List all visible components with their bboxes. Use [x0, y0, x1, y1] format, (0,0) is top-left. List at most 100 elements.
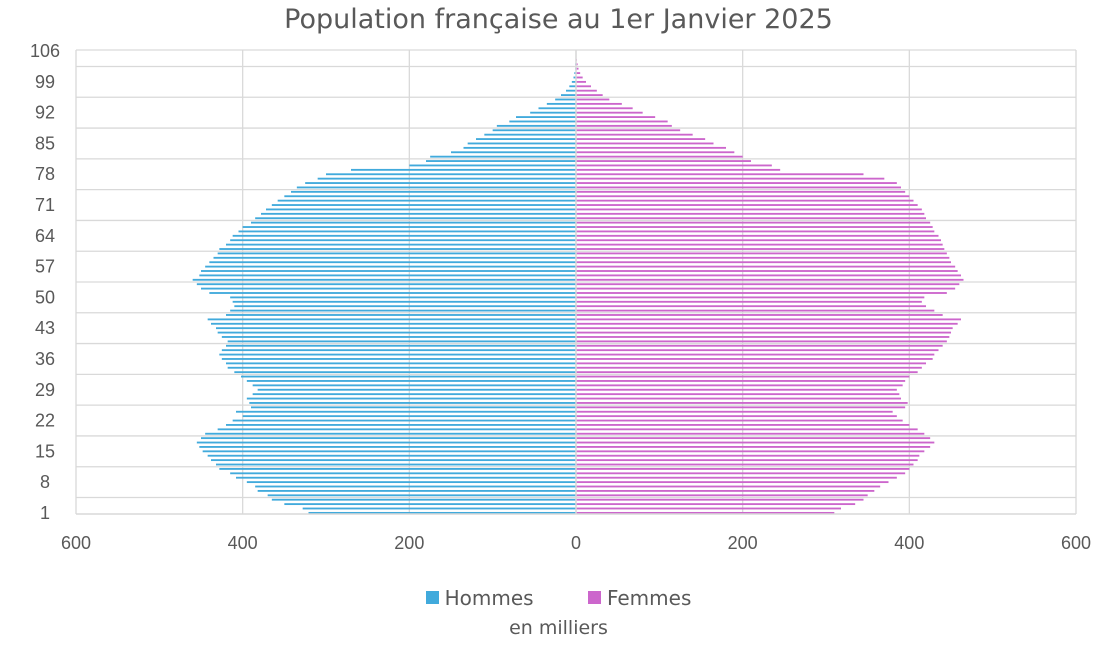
- bar-femmes-age-20: [576, 428, 918, 431]
- x-tick-label-4: 200: [728, 533, 758, 553]
- bar-hommes-age-92: [530, 111, 576, 114]
- bar-femmes-age-71: [576, 204, 918, 206]
- bar-femmes-age-9: [576, 476, 897, 479]
- bar-hommes-age-95: [555, 98, 576, 101]
- bar-hommes-age-80: [409, 164, 576, 167]
- bar-femmes-age-13: [576, 459, 918, 462]
- bar-femmes-age-98: [576, 85, 591, 88]
- bar-femmes-age-96: [576, 94, 603, 97]
- bar-femmes-age-61: [576, 248, 945, 250]
- y-tick-label-71: 71: [35, 195, 55, 215]
- bar-femmes-age-65: [576, 230, 935, 233]
- bar-femmes-age-87: [576, 133, 693, 136]
- bar-hommes-age-42: [217, 331, 576, 334]
- bar-hommes-age-13: [211, 459, 576, 462]
- bar-femmes-age-41: [576, 336, 950, 338]
- legend: Hommes Femmes: [0, 586, 1117, 610]
- bar-femmes-age-27: [576, 397, 901, 400]
- bar-hommes-age-14: [207, 454, 576, 457]
- y-tick-label-1: 1: [40, 503, 50, 523]
- bar-femmes-age-86: [576, 138, 706, 140]
- y-tick-label-43: 43: [35, 318, 55, 338]
- bar-femmes-age-18: [576, 437, 931, 440]
- bar-hommes-age-56: [201, 270, 576, 272]
- bar-femmes-age-57: [576, 265, 956, 268]
- bar-femmes-age-5: [576, 494, 868, 497]
- legend-item-femmes: Femmes: [587, 586, 691, 610]
- bar-femmes-age-91: [576, 116, 656, 118]
- axes: [76, 50, 1076, 515]
- bar-femmes-age-79: [576, 168, 781, 171]
- bar-hommes-age-90: [509, 120, 576, 123]
- bar-hommes-age-5: [267, 494, 576, 497]
- legend-label-hommes: Hommes: [444, 586, 534, 610]
- bar-femmes-age-89: [576, 124, 672, 127]
- bar-femmes-age-28: [576, 393, 900, 396]
- bar-femmes-age-4: [576, 498, 864, 501]
- bar-femmes-age-52: [576, 287, 956, 290]
- bar-femmes-age-93: [576, 107, 633, 110]
- y-tick-label-92: 92: [35, 103, 55, 123]
- bar-hommes-age-50: [230, 296, 576, 299]
- bar-femmes-age-72: [576, 199, 914, 202]
- bar-hommes-age-25: [251, 406, 576, 409]
- bar-femmes-age-45: [576, 318, 961, 321]
- bar-hommes-age-45: [207, 318, 576, 321]
- bar-femmes-age-44: [576, 322, 958, 325]
- bar-femmes-age-69: [576, 212, 925, 215]
- bar-hommes-age-43: [216, 327, 576, 330]
- bar-femmes-age-38: [576, 349, 939, 352]
- bar-hommes-age-79: [351, 168, 576, 171]
- x-tick-labels: 600 400 200 0 200 400 600: [61, 533, 1091, 553]
- bar-hommes-age-57: [205, 265, 576, 268]
- bar-femmes-age-23: [576, 415, 897, 418]
- bar-hommes-age-82: [430, 155, 576, 158]
- y-tick-label-8: 8: [40, 472, 50, 492]
- bar-femmes-age-47: [576, 309, 935, 312]
- bar-hommes-age-83: [451, 151, 576, 154]
- bar-hommes-age-97: [566, 89, 576, 92]
- bar-femmes-age-64: [576, 234, 939, 237]
- bar-femmes-age-21: [576, 424, 910, 426]
- bar-hommes-age-10: [230, 472, 576, 475]
- y-tick-label-22: 22: [35, 411, 55, 431]
- bar-femmes-age-85: [576, 142, 714, 145]
- x-axis-unit-label: en milliers: [509, 617, 608, 639]
- bar-femmes-age-92: [576, 111, 643, 114]
- bar-hommes-age-16: [199, 446, 577, 448]
- bar-hommes-age-39: [226, 344, 576, 347]
- bar-hommes-age-60: [217, 252, 576, 255]
- bar-hommes-age-29: [257, 388, 576, 391]
- bar-femmes-age-10: [576, 472, 906, 475]
- bar-hommes-age-21: [226, 424, 576, 426]
- bar-femmes-age-48: [576, 305, 926, 308]
- bar-hommes-age-27: [246, 397, 577, 400]
- x-tick-label-0: 600: [61, 533, 91, 553]
- bar-femmes-age-40: [576, 340, 947, 343]
- x-tick-label-1: 400: [228, 533, 258, 553]
- bar-femmes-age-12: [576, 463, 914, 466]
- bar-hommes-age-91: [516, 116, 576, 118]
- bar-femmes-age-37: [576, 353, 935, 356]
- bar-femmes-age-31: [576, 380, 906, 382]
- femmes-bars: [576, 50, 964, 514]
- bar-hommes-age-101: [574, 72, 576, 75]
- bar-hommes-age-18: [201, 437, 576, 440]
- bar-femmes-age-51: [576, 292, 947, 294]
- bar-femmes-age-26: [576, 402, 908, 404]
- bar-hommes-age-96: [561, 94, 576, 97]
- y-tick-label-15: 15: [35, 441, 55, 461]
- bar-femmes-age-80: [576, 164, 772, 167]
- bar-hommes-age-63: [230, 239, 576, 242]
- bar-hommes-age-53: [196, 283, 577, 286]
- bar-femmes-age-66: [576, 226, 933, 228]
- bar-femmes-age-24: [576, 410, 893, 413]
- bar-hommes-age-65: [238, 230, 576, 233]
- bar-hommes-age-6: [257, 489, 576, 492]
- bar-hommes-age-81: [426, 160, 576, 162]
- bar-hommes-age-52: [201, 287, 576, 290]
- bar-femmes-age-82: [576, 155, 743, 158]
- chart-title: Population française au 1er Janvier 2025: [284, 4, 833, 35]
- bar-femmes-age-55: [576, 274, 961, 277]
- bar-hommes-age-66: [242, 226, 576, 228]
